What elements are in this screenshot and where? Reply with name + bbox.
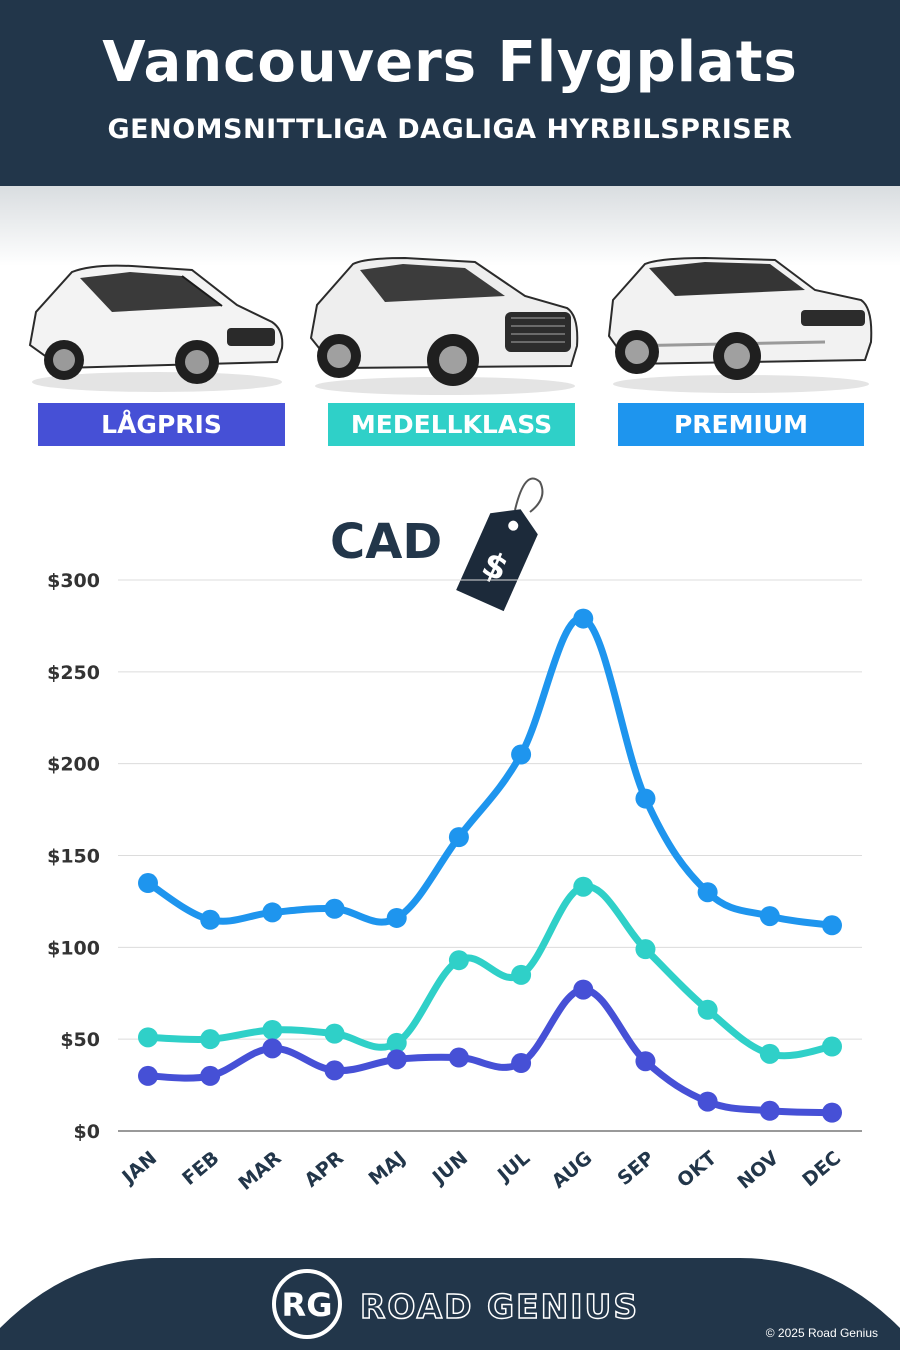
currency-tag: CAD $ <box>330 477 544 612</box>
tag-string <box>514 477 544 513</box>
data-point <box>324 898 345 919</box>
x-tick-label: JAN <box>117 1147 162 1189</box>
data-point <box>697 1091 718 1112</box>
y-tick-label: $200 <box>47 754 100 776</box>
data-point <box>200 1029 221 1050</box>
x-tick-label: FEB <box>178 1147 223 1190</box>
data-point <box>635 1051 656 1072</box>
data-point <box>262 1038 283 1059</box>
line-chart: CAD $ $0 $50 $100 $150 $200 $250 $300 JAN FEB MA… <box>47 477 862 1195</box>
currency-label: CAD <box>330 514 442 570</box>
data-point <box>200 909 221 930</box>
data-point <box>386 907 407 928</box>
header-shadow <box>0 186 900 266</box>
data-point <box>324 1060 345 1081</box>
x-tick-label: JUL <box>492 1147 534 1187</box>
data-point <box>138 1027 158 1048</box>
y-tick-label: $250 <box>47 662 100 684</box>
price-tag-icon <box>456 509 538 612</box>
data-point <box>573 608 594 629</box>
data-point <box>448 1047 469 1068</box>
data-point <box>697 882 718 903</box>
data-point <box>386 1032 407 1053</box>
series-line <box>144 986 836 1117</box>
data-point <box>448 827 469 848</box>
footer-background <box>0 1258 900 1350</box>
data-point <box>138 1065 158 1086</box>
y-tick-label: $50 <box>60 1029 100 1051</box>
x-tick-label: JUN <box>427 1147 472 1190</box>
x-tick-label: MAJ <box>365 1147 410 1190</box>
data-point <box>573 876 594 897</box>
page-subtitle: GENOMSNITTLIGA DAGLIGA HYRBILSPRISER <box>107 114 793 145</box>
category-label-budget: LÅGPRIS <box>38 403 285 446</box>
x-tick-label: NOV <box>733 1147 783 1194</box>
y-tick-label: $300 <box>47 570 100 592</box>
data-point <box>511 1053 532 1074</box>
data-point <box>759 1100 780 1121</box>
data-point <box>697 999 718 1020</box>
data-point <box>386 1049 407 1070</box>
y-tick-label: $150 <box>47 846 100 868</box>
series-line <box>144 883 836 1060</box>
road-genius-logo-icon <box>272 1269 342 1339</box>
brand-name: ROAD GENIUS <box>360 1287 639 1326</box>
x-tick-label: AUG <box>548 1147 597 1193</box>
category-label-premium: PREMIUM <box>618 403 864 446</box>
y-tick-label: $0 <box>74 1121 100 1143</box>
data-point <box>822 1102 842 1123</box>
header: Vancouvers Flygplats GENOMSNITTLIGA DAGL… <box>0 0 900 186</box>
premium-suv-image <box>607 256 873 393</box>
data-point <box>822 915 842 936</box>
logo-initials: RG <box>282 1286 333 1324</box>
page-title: Vancouvers Flygplats <box>102 30 798 95</box>
x-tick-label: SEP <box>613 1147 658 1190</box>
x-tick-label: MAR <box>234 1147 285 1195</box>
data-point <box>200 1065 221 1086</box>
copyright-text: © 2025 Road Genius <box>765 1326 878 1340</box>
data-point <box>324 1023 345 1044</box>
data-point <box>822 1036 842 1057</box>
data-point <box>759 906 780 927</box>
data-point <box>448 950 469 971</box>
hatchback-car-image <box>28 264 284 392</box>
data-point <box>759 1043 780 1064</box>
data-point <box>635 939 656 960</box>
footer: RG ROAD GENIUS © 2025 Road Genius <box>0 1258 900 1350</box>
series-line <box>144 615 836 929</box>
y-tick-label: $100 <box>47 937 100 959</box>
x-tick-label: APR <box>300 1147 348 1192</box>
data-point <box>511 964 532 985</box>
data-point <box>511 744 532 765</box>
x-tick-label: DEC <box>798 1147 845 1191</box>
data-point <box>138 873 158 894</box>
data-point <box>262 902 283 923</box>
data-point <box>573 979 594 1000</box>
suv-car-image <box>309 256 579 395</box>
data-point <box>262 1019 283 1040</box>
data-point <box>635 788 656 809</box>
category-label-midsize: MEDELLKLASS <box>328 403 575 446</box>
x-tick-label: OKT <box>673 1147 721 1192</box>
